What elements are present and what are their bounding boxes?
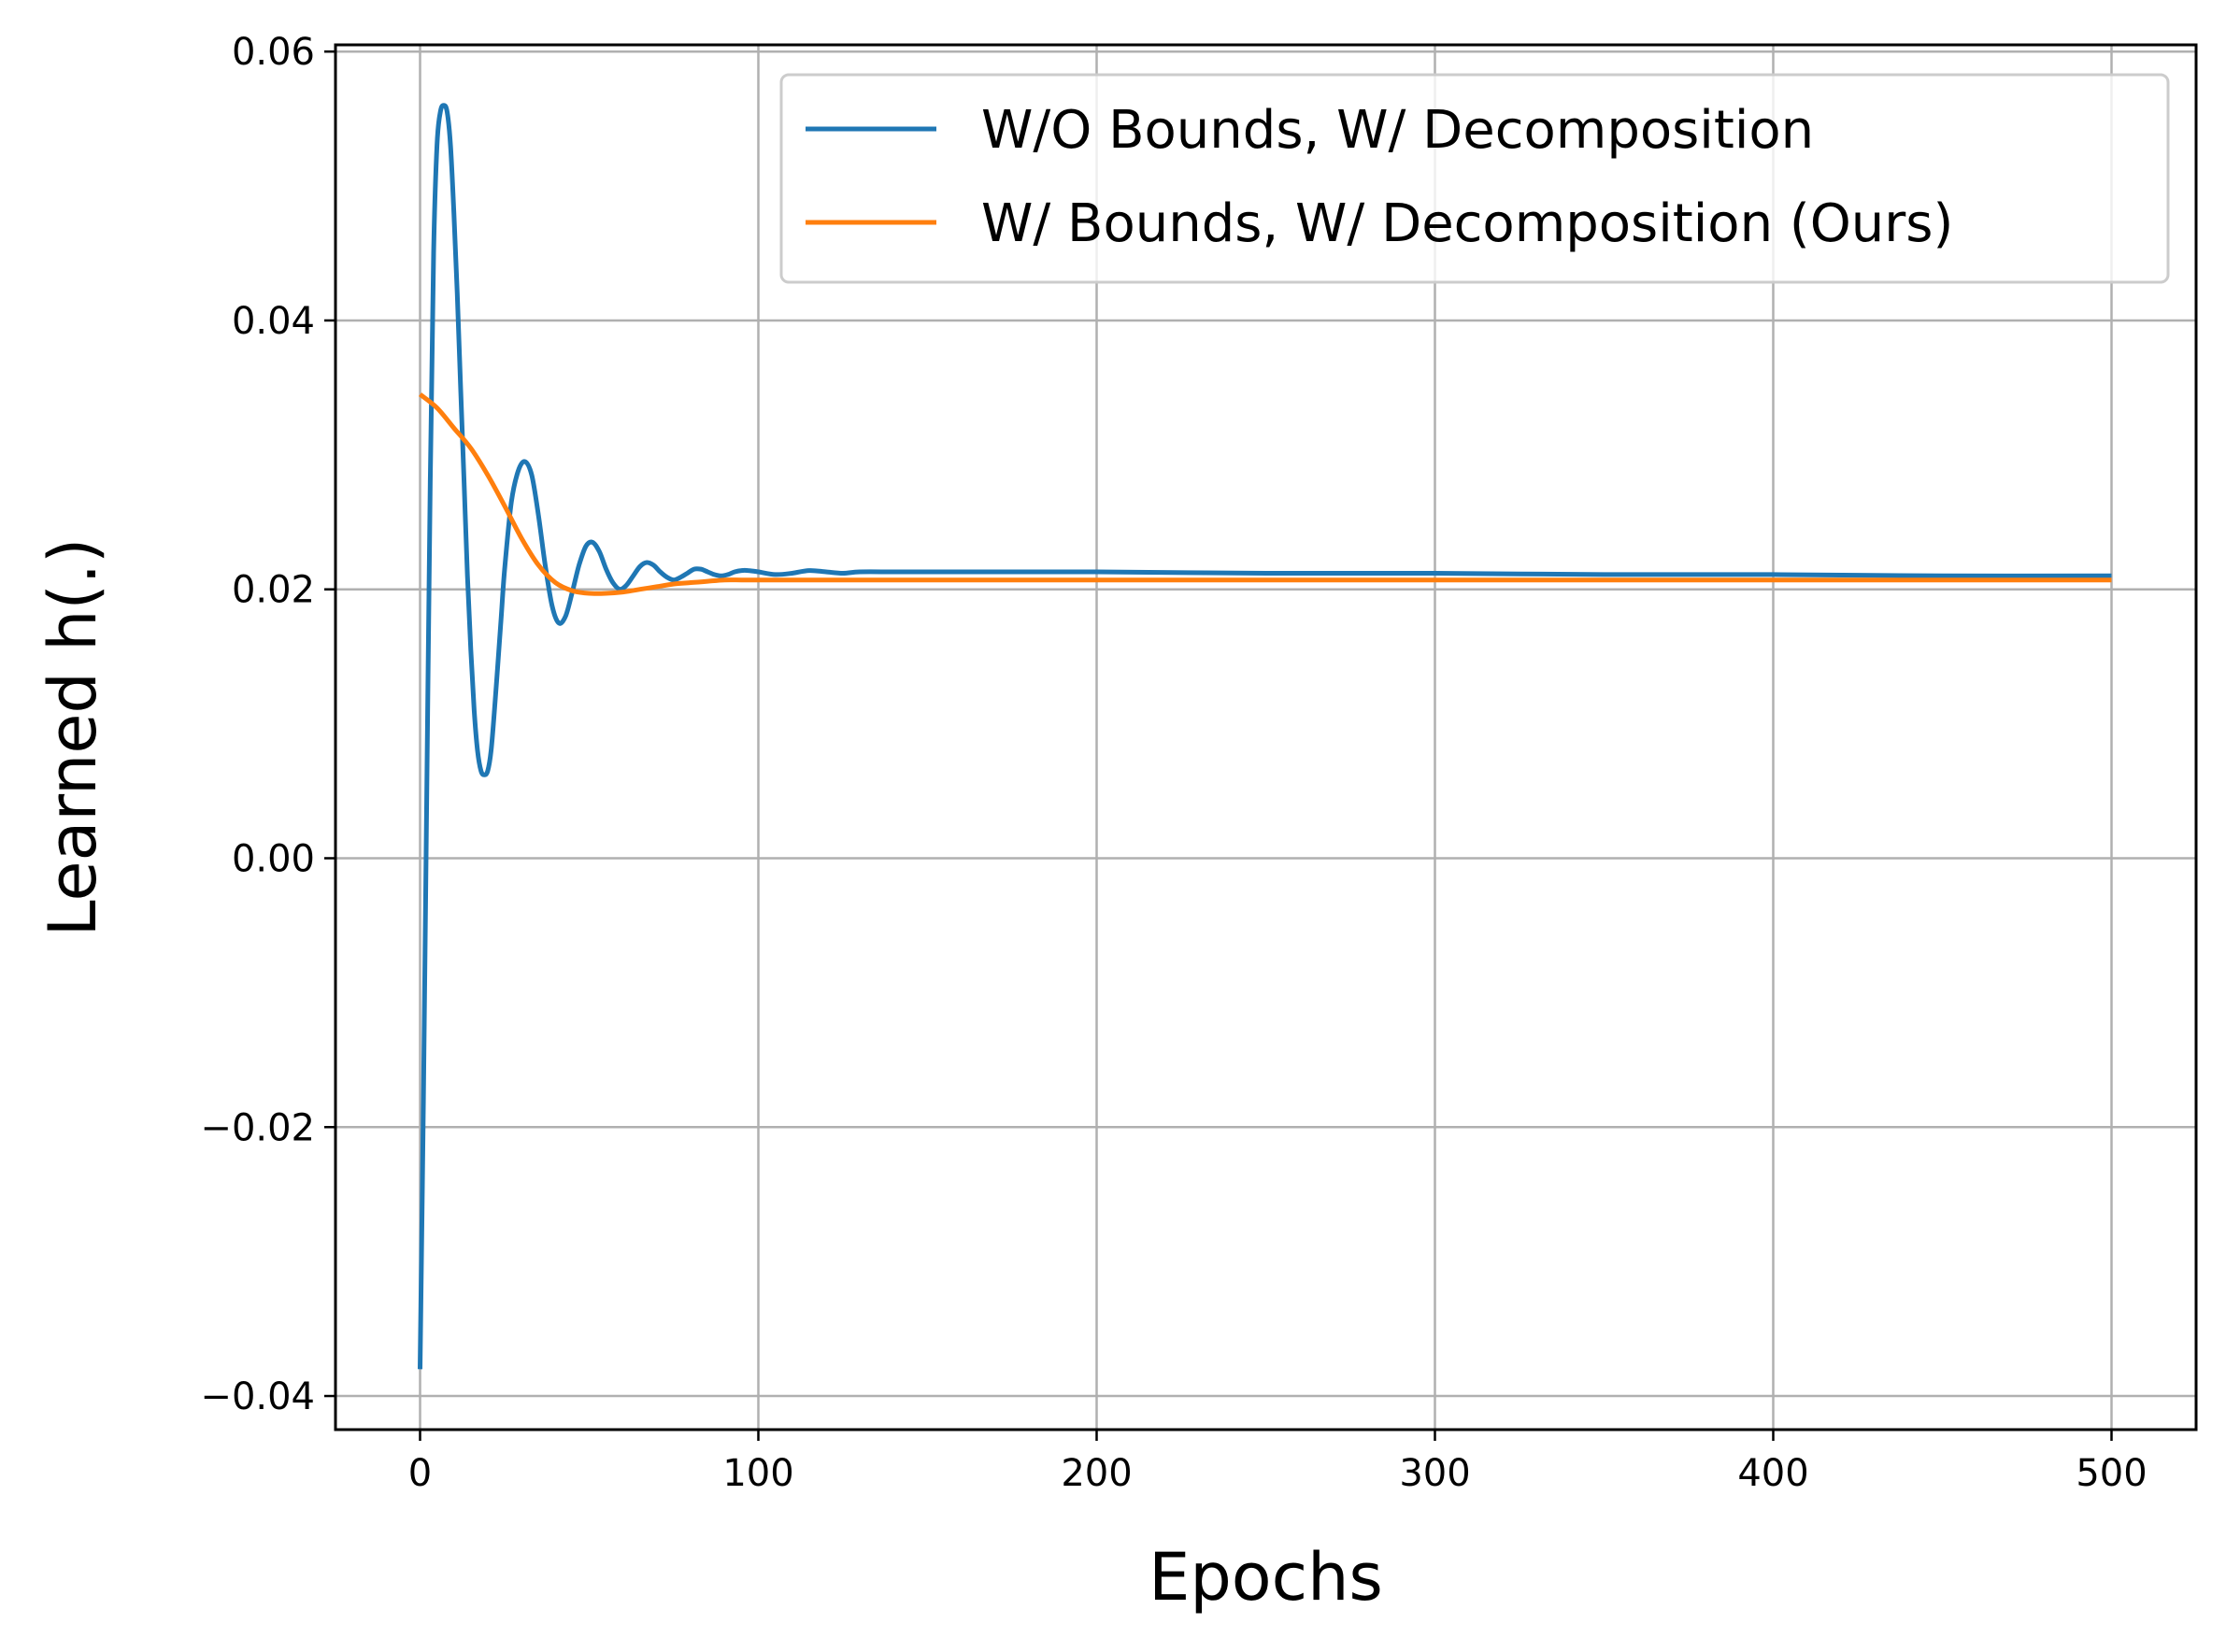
- series-line-2: [418, 392, 2112, 596]
- x-tick-label: 0: [408, 1452, 432, 1495]
- legend-box: [779, 73, 2170, 284]
- x-tick-label: 100: [722, 1452, 793, 1495]
- y-tick-label: 0.02: [232, 569, 315, 612]
- y-tick-label: 0.04: [232, 300, 315, 343]
- legend-label-2: W/ Bounds, W/ Decomposition (Ours): [981, 193, 1953, 254]
- legend: W/O Bounds, W/ Decomposition W/ Bounds, W…: [779, 73, 2170, 284]
- y-tick-label: −0.04: [200, 1375, 315, 1418]
- y-tick-label: −0.02: [200, 1106, 315, 1149]
- series-layer: [418, 103, 2112, 1370]
- x-tick-label: 200: [1061, 1452, 1132, 1495]
- x-axis-title: Epochs: [1149, 1539, 1383, 1616]
- plot-frame: [334, 43, 2198, 1431]
- x-tick-label: 300: [1399, 1452, 1470, 1495]
- x-tick-label: 400: [1737, 1452, 1808, 1495]
- y-tick-label: 0.06: [232, 31, 315, 74]
- y-tick-label: 0.00: [232, 837, 315, 880]
- series-line-1: [418, 103, 2112, 1370]
- y-axis-title: Learned h(.): [35, 538, 111, 937]
- ticks: 0 100 200 300 400 500 −0.04 −0.02 0.00 0.02 0.04 0.…: [200, 31, 2147, 1495]
- x-tick-label: 500: [2076, 1452, 2147, 1495]
- legend-label-1: W/O Bounds, W/ Decomposition: [981, 100, 1814, 161]
